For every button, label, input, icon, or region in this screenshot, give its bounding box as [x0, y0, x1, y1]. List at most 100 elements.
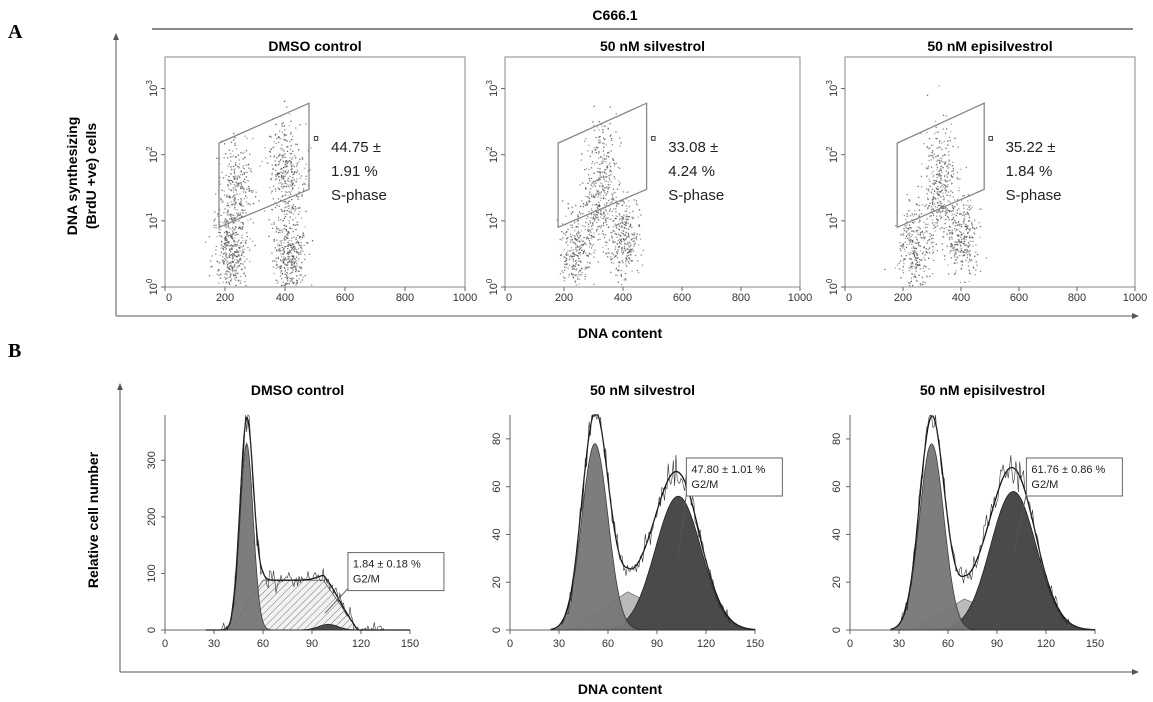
scatter-point: [243, 245, 245, 247]
scatter-point: [611, 236, 613, 238]
scatter-point: [608, 205, 610, 207]
scatter-point: [580, 261, 582, 263]
scatter-point: [284, 138, 286, 141]
y-tick-label-group: 102: [825, 146, 840, 163]
scatter-point: [283, 156, 285, 158]
scatter-point: [932, 176, 934, 178]
scatter-point: [608, 151, 610, 154]
scatter-point: [278, 163, 280, 165]
scatter-point: [239, 174, 241, 176]
scatter-point: [233, 155, 235, 157]
scatter-point: [619, 238, 621, 240]
scatter-point: [632, 250, 635, 252]
scatter-point: [917, 229, 919, 231]
scatter-point: [905, 246, 908, 249]
scatter-point: [943, 184, 945, 186]
scatter-point: [300, 267, 303, 269]
scatter-point: [946, 181, 948, 183]
scatter-point: [233, 214, 235, 216]
scatter-point: [628, 257, 630, 259]
scatter-point: [236, 178, 238, 180]
scatter-point: [936, 173, 938, 175]
scatter-point: [237, 215, 239, 217]
scatter-point: [915, 276, 917, 279]
scatter-point: [230, 235, 232, 237]
scatter-point: [279, 251, 281, 253]
scatter-point: [921, 237, 923, 239]
x-tick-label: 0: [846, 292, 852, 304]
scatter-point: [623, 202, 625, 204]
scatter-point: [286, 264, 288, 267]
scatter-point: [572, 249, 574, 251]
scatter-point: [627, 200, 630, 202]
scatter-point: [228, 231, 230, 233]
scatter-point: [924, 282, 926, 284]
scatter-point: [606, 167, 608, 169]
scatter-point: [604, 172, 606, 174]
scatter-point: [901, 245, 903, 247]
scatter-point: [254, 244, 256, 247]
scatter-point: [959, 230, 961, 233]
scatter-point: [229, 265, 232, 267]
scatter-point: [273, 154, 276, 157]
scatter-point: [933, 133, 936, 135]
scatter-point: [299, 177, 302, 179]
scatter-point: [926, 251, 928, 254]
scatter-point: [235, 184, 237, 186]
scatter-point: [929, 185, 931, 187]
scatter-point: [234, 156, 237, 158]
scatter-point: [616, 251, 619, 253]
scatter-point: [630, 254, 632, 256]
scatter-point: [571, 274, 573, 276]
scatter-point: [590, 184, 592, 186]
scatter-point: [959, 225, 961, 227]
scatter-point: [595, 149, 597, 151]
scatter-point: [575, 261, 578, 264]
scatter-point: [286, 259, 288, 261]
scatter-point: [224, 276, 226, 278]
scatter-point: [284, 139, 287, 141]
scatter-point: [287, 170, 289, 172]
scatter-point: [957, 199, 959, 201]
scatter-point: [628, 249, 630, 251]
scatter-point: [584, 275, 586, 278]
scatter-point: [281, 144, 283, 146]
scatter-point: [291, 260, 294, 262]
scatter-point: [922, 233, 925, 235]
scatter-point: [577, 230, 579, 232]
scatter-point: [596, 203, 598, 206]
scatter-point: [239, 214, 241, 217]
scatter-point: [282, 220, 284, 222]
scatter-point: [625, 263, 627, 265]
scatter-point: [633, 233, 635, 236]
x-tick-label: 400: [952, 292, 970, 304]
scatter-point: [968, 269, 970, 272]
scatter-point: [283, 217, 285, 220]
scatter-point: [574, 237, 576, 239]
scatter-point: [619, 222, 621, 225]
scatter-point: [611, 201, 613, 203]
y-tick-label: 100: [145, 278, 160, 295]
scatter-point: [932, 234, 934, 236]
scatter-point: [584, 268, 586, 270]
annotation-box: [347, 552, 445, 592]
scatter-point: [228, 218, 231, 220]
scatter-point: [282, 178, 285, 180]
scatter-point: [942, 186, 945, 188]
scatter-point: [625, 227, 627, 229]
scatter-point: [235, 273, 237, 275]
scatter-point: [597, 226, 599, 228]
scatter-point: [612, 220, 614, 223]
scatter-point: [596, 179, 598, 181]
scatter-point: [283, 259, 285, 262]
scatter-point: [228, 256, 231, 258]
scatter-point: [913, 213, 916, 215]
scatter-point: [620, 240, 623, 243]
scatter-point: [592, 217, 595, 219]
scatter-point: [612, 199, 614, 201]
scatter-point: [291, 255, 294, 258]
scatter-point: [917, 185, 919, 188]
scatter-point: [967, 232, 969, 234]
scatter-point: [282, 258, 284, 260]
scatter-point: [975, 251, 977, 253]
